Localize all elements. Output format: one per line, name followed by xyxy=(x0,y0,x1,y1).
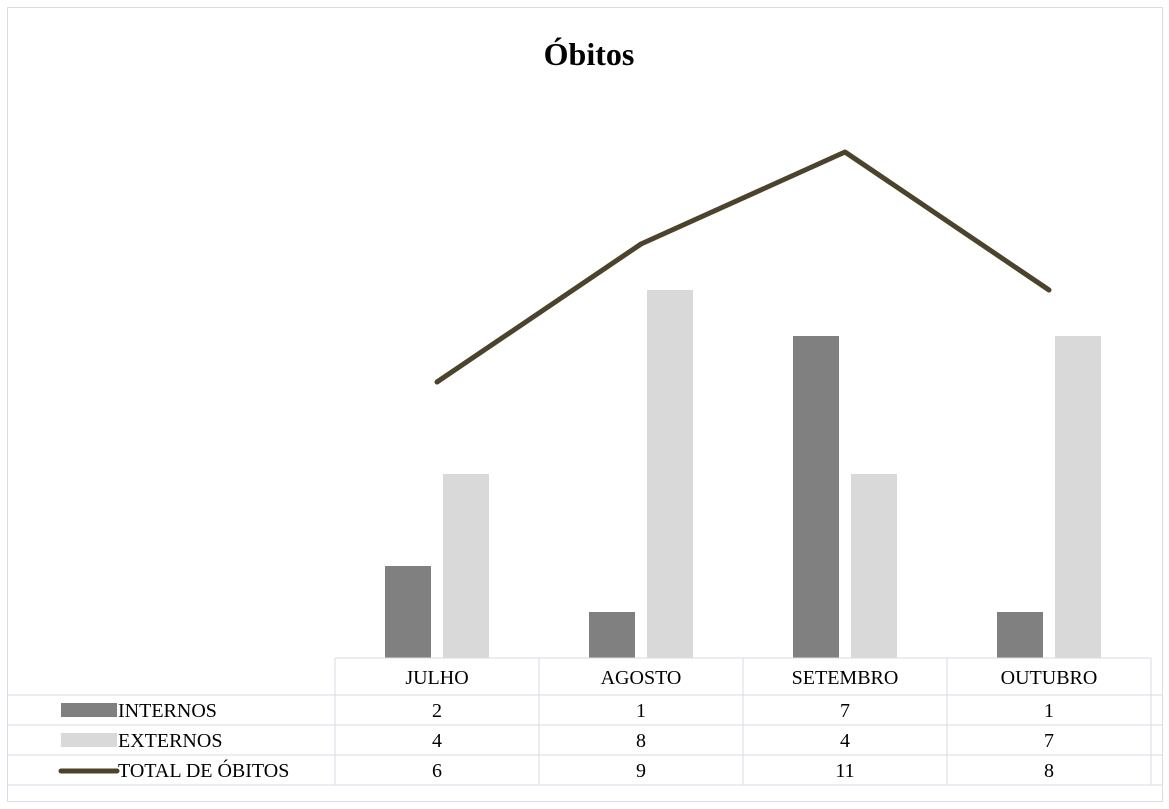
table-cell-externos-agosto: 8 xyxy=(636,730,646,752)
chart-title: Óbitos xyxy=(544,36,635,72)
data-table-headers: JULHO AGOSTO SETEMBRO OUTUBRO xyxy=(405,667,1097,689)
bar-internos-setembro xyxy=(793,336,839,658)
bar-internos-outubro xyxy=(997,612,1043,658)
table-cell-externos-julho: 4 xyxy=(432,730,442,752)
legend-label-internos: INTERNOS xyxy=(118,700,217,722)
table-cell-internos-outubro: 1 xyxy=(1044,700,1054,722)
data-table-legend: INTERNOS EXTERNOS TOTAL DE ÓBITOS xyxy=(58,700,289,782)
table-cell-internos-agosto: 1 xyxy=(636,700,646,722)
category-label-agosto: AGOSTO xyxy=(601,667,682,689)
data-table-grid xyxy=(8,657,1162,786)
table-cell-externos-outubro: 7 xyxy=(1044,730,1054,752)
category-label-outubro: OUTUBRO xyxy=(1001,667,1098,689)
table-cell-internos-julho: 2 xyxy=(432,700,442,722)
bar-internos-julho xyxy=(385,566,431,658)
legend-label-externos: EXTERNOS xyxy=(118,730,222,752)
bar-externos-setembro xyxy=(851,474,897,658)
bars-layer xyxy=(385,290,1101,658)
data-table: JULHO AGOSTO SETEMBRO OUTUBRO INTERNOS EXTER… xyxy=(8,657,1162,786)
bar-externos-julho xyxy=(443,474,489,658)
legend-key-internos xyxy=(61,703,117,717)
line-total-de-obitos xyxy=(434,149,1052,385)
legend-label-total-de-obitos: TOTAL DE ÓBITOS xyxy=(118,758,289,782)
table-cell-externos-setembro: 4 xyxy=(840,730,850,752)
bar-externos-agosto xyxy=(647,290,693,658)
chart-frame xyxy=(7,7,1163,802)
line-layer xyxy=(434,149,1052,385)
data-table-cells: 2 1 7 1 4 8 4 7 6 9 11 8 xyxy=(432,700,1054,782)
table-cell-internos-setembro: 7 xyxy=(840,700,850,722)
table-cell-total-de-obitos-agosto: 9 xyxy=(636,760,646,782)
bar-internos-agosto xyxy=(589,612,635,658)
table-cell-total-de-obitos-julho: 6 xyxy=(432,760,442,782)
category-label-setembro: SETEMBRO xyxy=(792,667,899,689)
category-label-julho: JULHO xyxy=(405,667,468,689)
bar-externos-outubro xyxy=(1055,336,1101,658)
table-cell-total-de-obitos-outubro: 8 xyxy=(1044,760,1054,782)
table-cell-total-de-obitos-setembro: 11 xyxy=(835,760,854,782)
legend-key-externos xyxy=(61,733,117,747)
